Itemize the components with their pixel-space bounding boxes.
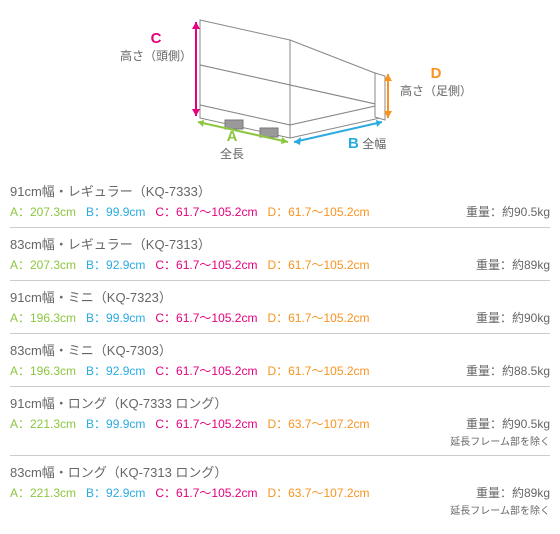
spec-values: A：196.3cm B：92.9cm C：61.7〜105.2cm D：61.7〜10… <box>10 362 550 379</box>
dim-c: C：61.7〜105.2cm <box>155 203 257 220</box>
a-letter: A <box>227 128 238 145</box>
weight: 重量：約89kg <box>476 256 550 273</box>
dim-b: B：92.9cm <box>86 362 145 379</box>
spec-list: 91cm幅・レギュラー（KQ-7333） A：207.3cm B：99.9cm C：6… <box>10 175 550 524</box>
dim-b: B：92.9cm <box>86 484 145 501</box>
a-text: 全長 <box>220 147 244 161</box>
dim-a: A：207.3cm <box>10 203 76 220</box>
spec-row: 91cm幅・ロング（KQ-7333 ロング） A：221.3cm B：99.9cm C… <box>10 387 550 456</box>
weight: 重量：約89kg <box>476 484 550 501</box>
dim-d: D：61.7〜105.2cm <box>267 362 369 379</box>
d-text: 高さ（足側） <box>400 84 472 98</box>
dim-a: A：196.3cm <box>10 362 76 379</box>
dim-b: B：92.9cm <box>86 256 145 273</box>
spec-title: 91cm幅・ロング（KQ-7333 ロング） <box>10 393 550 412</box>
weight: 重量：約90kg <box>476 309 550 326</box>
spec-title: 91cm幅・レギュラー（KQ-7333） <box>10 181 550 200</box>
dim-c: C：61.7〜105.2cm <box>155 309 257 326</box>
dim-d: D：61.7〜105.2cm <box>267 309 369 326</box>
dim-d: D：63.7〜107.2cm <box>267 484 369 501</box>
spec-row: 83cm幅・レギュラー（KQ-7313） A：207.3cm B：92.9cm C：6… <box>10 228 550 281</box>
dim-d: D：61.7〜105.2cm <box>267 256 369 273</box>
dim-b: B：99.9cm <box>86 309 145 326</box>
spec-title: 83cm幅・レギュラー（KQ-7313） <box>10 234 550 253</box>
weight: 重量：約90.5kg <box>466 203 550 220</box>
spec-row: 91cm幅・レギュラー（KQ-7333） A：207.3cm B：99.9cm C：6… <box>10 175 550 228</box>
spec-values: A：207.3cm B：99.9cm C：61.7〜105.2cm D：61.7〜10… <box>10 203 550 220</box>
dim-a: A：221.3cm <box>10 484 76 501</box>
dim-c: C：61.7〜105.2cm <box>155 484 257 501</box>
weight: 重量：約88.5kg <box>466 362 550 379</box>
d-letter: D <box>431 65 442 82</box>
spec-values: A：221.3cm B：92.9cm C：61.7〜105.2cm D：63.7〜10… <box>10 484 550 501</box>
dim-b: B：99.9cm <box>86 203 145 220</box>
spec-values: A：221.3cm B：99.9cm C：61.7〜105.2cm D：63.7〜10… <box>10 415 550 432</box>
dim-d: D：63.7〜107.2cm <box>267 415 369 432</box>
c-letter: C <box>151 30 162 47</box>
spec-row: 83cm幅・ミニ（KQ-7303） A：196.3cm B：92.9cm C：61.7… <box>10 334 550 387</box>
spec-row: 83cm幅・ロング（KQ-7313 ロング） A：221.3cm B：92.9cm C… <box>10 456 550 524</box>
dim-b: B：99.9cm <box>86 415 145 432</box>
spec-values: A：196.3cm B：99.9cm C：61.7〜105.2cm D：61.7〜10… <box>10 309 550 326</box>
spec-title: 91cm幅・ミニ（KQ-7323） <box>10 287 550 306</box>
c-text: 高さ（頭側） <box>120 49 192 63</box>
spec-note: 延長フレーム部を除く <box>10 433 550 448</box>
dim-a: A：221.3cm <box>10 415 76 432</box>
b-text: 全幅 <box>362 137 386 151</box>
dim-c: C：61.7〜105.2cm <box>155 362 257 379</box>
dim-a: A：207.3cm <box>10 256 76 273</box>
spec-values: A：207.3cm B：92.9cm C：61.7〜105.2cm D：61.7〜10… <box>10 256 550 273</box>
spec-title: 83cm幅・ロング（KQ-7313 ロング） <box>10 462 550 481</box>
dim-a: A：196.3cm <box>10 309 76 326</box>
dim-c: C：61.7〜105.2cm <box>155 256 257 273</box>
dim-c: C：61.7〜105.2cm <box>155 415 257 432</box>
spec-row: 91cm幅・ミニ（KQ-7323） A：196.3cm B：99.9cm C：61.7… <box>10 281 550 334</box>
weight: 重量：約90.5kg <box>466 415 550 432</box>
bed-diagram: C 高さ（頭側） D 高さ（足側） A 全長 B 全幅 <box>10 10 550 160</box>
dim-d: D：61.7〜105.2cm <box>267 203 369 220</box>
b-letter: B <box>348 135 359 152</box>
spec-title: 83cm幅・ミニ（KQ-7303） <box>10 340 550 359</box>
